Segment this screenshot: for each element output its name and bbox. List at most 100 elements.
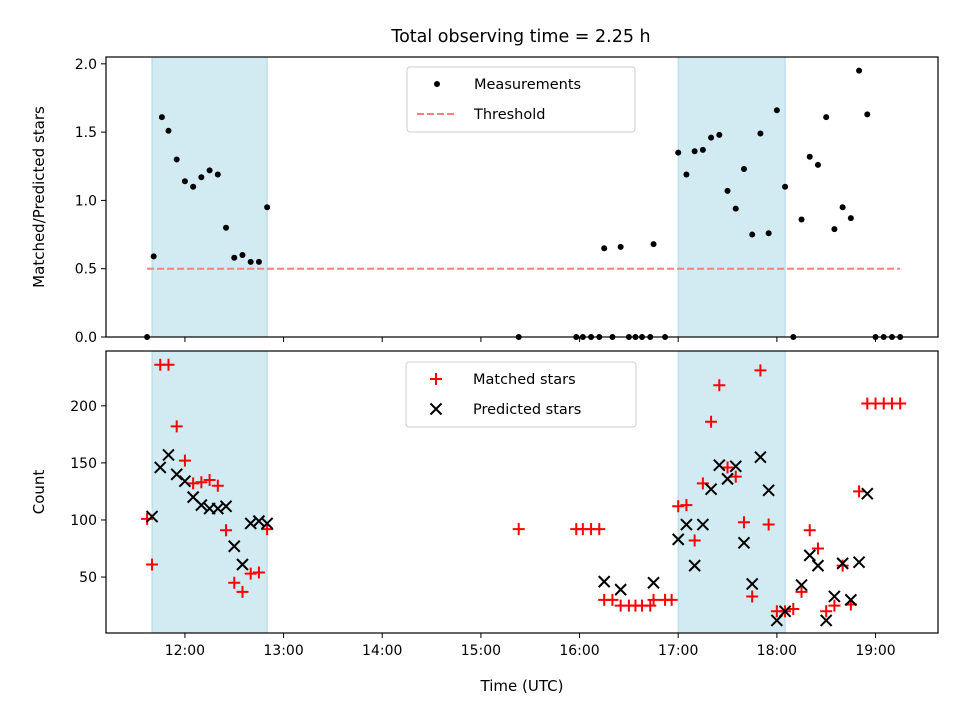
x-tick-label: 15:00	[461, 643, 501, 659]
legend-label: Predicted stars	[473, 402, 581, 418]
predicted-point	[647, 576, 660, 589]
legend-label: Measurements	[474, 77, 581, 93]
measurement-point	[814, 161, 821, 168]
y-tick-label: 100	[70, 513, 97, 529]
legend-label: Threshold	[473, 107, 545, 123]
matched-point	[811, 542, 824, 555]
legend-plus-icon	[430, 373, 442, 385]
measurement-point	[831, 226, 838, 233]
measurement-point	[181, 178, 188, 185]
measurement-point	[823, 114, 830, 121]
measurement-point	[247, 258, 254, 265]
matched-point	[228, 576, 241, 589]
measurement-point	[165, 127, 172, 134]
measurement-point	[765, 230, 772, 237]
legend-box	[405, 361, 637, 428]
x-tick-label: 16:00	[559, 643, 599, 659]
matched-point	[162, 358, 175, 371]
measurement-point	[699, 146, 706, 153]
count-panel: 50 100 150 200 12:00 13:00 14:00 15:00 16:00 17:0…	[30, 350, 939, 695]
predicted-point	[688, 559, 701, 572]
matched-point	[746, 590, 759, 603]
ratio-panel: 0.0 0.5 1.0 1.5 2.0 Matched/Predicted stars Me…	[30, 56, 939, 346]
x-tick-label: 18:00	[757, 643, 797, 659]
x-tick-label: 14:00	[362, 643, 402, 659]
matched-point	[170, 420, 183, 433]
measurement-point	[150, 253, 157, 260]
predicted-point	[704, 482, 718, 496]
matched-point	[828, 599, 841, 612]
predicted-point	[680, 518, 693, 531]
predicted-point	[145, 510, 159, 523]
y-tick-label: 0.5	[75, 262, 97, 278]
predicted-point	[162, 448, 175, 462]
matched-point	[820, 605, 833, 618]
predicted-point	[844, 593, 858, 607]
plot-frame	[105, 350, 939, 634]
measurement-point	[206, 167, 213, 174]
predicted-point	[861, 487, 874, 500]
y-tick-label: 1.0	[75, 193, 97, 209]
y-tick-label: 50	[79, 570, 97, 586]
predicted-point	[236, 558, 249, 571]
predicted-point	[178, 474, 192, 488]
matched-point	[647, 593, 660, 606]
y-axis-label: Count	[30, 470, 48, 515]
measurement-point	[675, 149, 682, 156]
measurement-point	[264, 204, 271, 211]
matched-point	[195, 476, 208, 489]
observing-window	[677, 56, 786, 338]
legend-dot-icon	[434, 81, 440, 87]
measurement-point	[255, 258, 262, 265]
matched-point	[737, 516, 750, 529]
predicted-point	[260, 517, 274, 530]
matched-point	[178, 454, 191, 467]
measurement-point	[190, 183, 197, 190]
predicted-point	[228, 540, 241, 553]
y-tick-label: 1.5	[75, 125, 97, 141]
matched-point	[894, 397, 907, 410]
measurement-point	[214, 171, 221, 178]
y-tick-label: 0.0	[75, 330, 97, 346]
predicted-point	[754, 450, 767, 464]
matched-point	[220, 524, 233, 537]
measurement-point	[847, 215, 854, 222]
matched-point	[721, 461, 734, 474]
matched-point	[836, 559, 849, 572]
plot-frame	[105, 56, 939, 338]
legend-label: Matched stars	[473, 372, 576, 388]
matched-point	[203, 474, 216, 487]
predicted-point	[762, 484, 775, 497]
matched-point	[803, 524, 816, 537]
measurement-point	[740, 166, 747, 172]
predicted-point	[696, 518, 710, 531]
measurement-point	[239, 252, 246, 259]
matched-point	[754, 364, 767, 377]
predicted-point	[795, 578, 808, 592]
measurement-point	[173, 156, 180, 163]
matched-point	[146, 558, 159, 571]
matched-point	[762, 518, 775, 531]
matched-point	[787, 603, 800, 616]
measurement-point	[839, 204, 846, 211]
measurement-point	[724, 187, 731, 194]
predicted-point	[671, 533, 685, 546]
observing-window	[151, 350, 268, 634]
measurement-point	[732, 205, 739, 212]
x-axis-label: Time (UTC)	[480, 677, 564, 695]
matched-point	[665, 593, 678, 606]
matched-point	[187, 477, 200, 490]
predicted-point	[598, 575, 611, 588]
predicted-point	[614, 583, 627, 596]
matched-point	[795, 585, 808, 598]
predicted-point	[836, 557, 849, 570]
measurement-point	[864, 111, 871, 118]
measurement-point	[798, 216, 805, 223]
matched-point	[512, 523, 525, 536]
measurement-point	[773, 107, 780, 114]
y-axis-label: Matched/Predicted stars	[30, 106, 48, 288]
x-tick-label: 17:00	[658, 643, 698, 659]
matched-point	[244, 567, 257, 580]
matched-point	[672, 500, 685, 513]
predicted-point	[219, 500, 233, 513]
